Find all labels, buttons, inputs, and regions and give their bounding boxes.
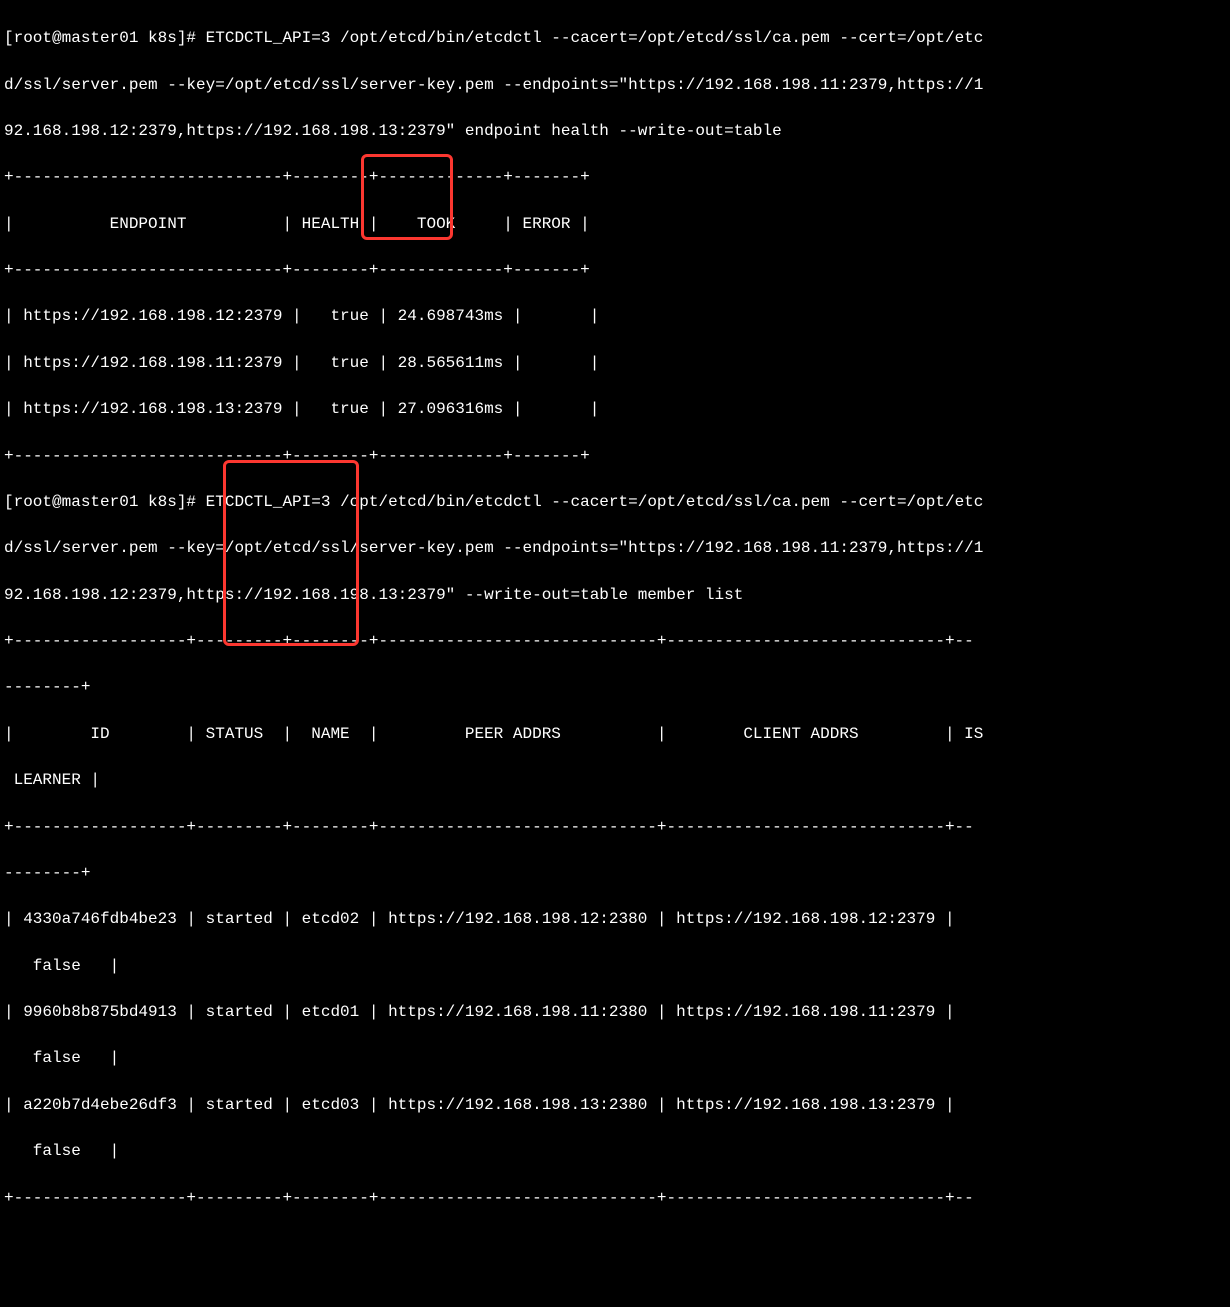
table1-divider-top: +----------------------------+--------+-… [4, 166, 1226, 189]
command2-part3: 92.168.198.12:2379,https://192.168.198.1… [4, 584, 1226, 607]
command1-part3: 92.168.198.12:2379,https://192.168.198.1… [4, 120, 1226, 143]
table2-row-1b: false | [4, 955, 1226, 978]
table1-row-3: | https://192.168.198.13:2379 | true | 2… [4, 398, 1226, 421]
table1-row-2: | https://192.168.198.11:2379 | true | 2… [4, 352, 1226, 375]
command1-part2: d/ssl/server.pem --key=/opt/etcd/ssl/ser… [4, 74, 1226, 97]
table2-row-3b: false | [4, 1140, 1226, 1163]
table2-divider-top-a: +------------------+---------+--------+-… [4, 630, 1226, 653]
table2-divider-top-b: --------+ [4, 676, 1226, 699]
table1-divider-bottom: +----------------------------+--------+-… [4, 445, 1226, 468]
table2-header-a: | ID | STATUS | NAME | PEER ADDRS | CLIE… [4, 723, 1226, 746]
prompt-line-2: [root@master01 k8s]# ETCDCTL_API=3 /opt/… [4, 491, 1226, 514]
table2-divider-bottom-a: +------------------+---------+--------+-… [4, 1187, 1226, 1210]
table2-row-3a: | a220b7d4ebe26df3 | started | etcd03 | … [4, 1094, 1226, 1117]
table1-row-1: | https://192.168.198.12:2379 | true | 2… [4, 305, 1226, 328]
table1-header: | ENDPOINT | HEALTH | TOOK | ERROR | [4, 213, 1226, 236]
terminal-output: [root@master01 k8s]# ETCDCTL_API=3 /opt/… [0, 0, 1230, 1307]
table2-row-2b: false | [4, 1047, 1226, 1070]
table2-divider-mid-b: --------+ [4, 862, 1226, 885]
table1-divider-mid: +----------------------------+--------+-… [4, 259, 1226, 282]
table2-divider-mid-a: +------------------+---------+--------+-… [4, 816, 1226, 839]
table2-row-1a: | 4330a746fdb4be23 | started | etcd02 | … [4, 908, 1226, 931]
table2-row-2a: | 9960b8b875bd4913 | started | etcd01 | … [4, 1001, 1226, 1024]
prompt-text-2: [root@master01 k8s]# [4, 493, 206, 511]
prompt-line-1: [root@master01 k8s]# ETCDCTL_API=3 /opt/… [4, 27, 1226, 50]
command2-part2: d/ssl/server.pem --key=/opt/etcd/ssl/ser… [4, 537, 1226, 560]
prompt-text: [root@master01 k8s]# [4, 29, 206, 47]
command1-part1: ETCDCTL_API=3 /opt/etcd/bin/etcdctl --ca… [206, 29, 984, 47]
table2-header-b: LEARNER | [4, 769, 1226, 792]
command2-part1: ETCDCTL_API=3 /opt/etcd/bin/etcdctl --ca… [206, 493, 984, 511]
